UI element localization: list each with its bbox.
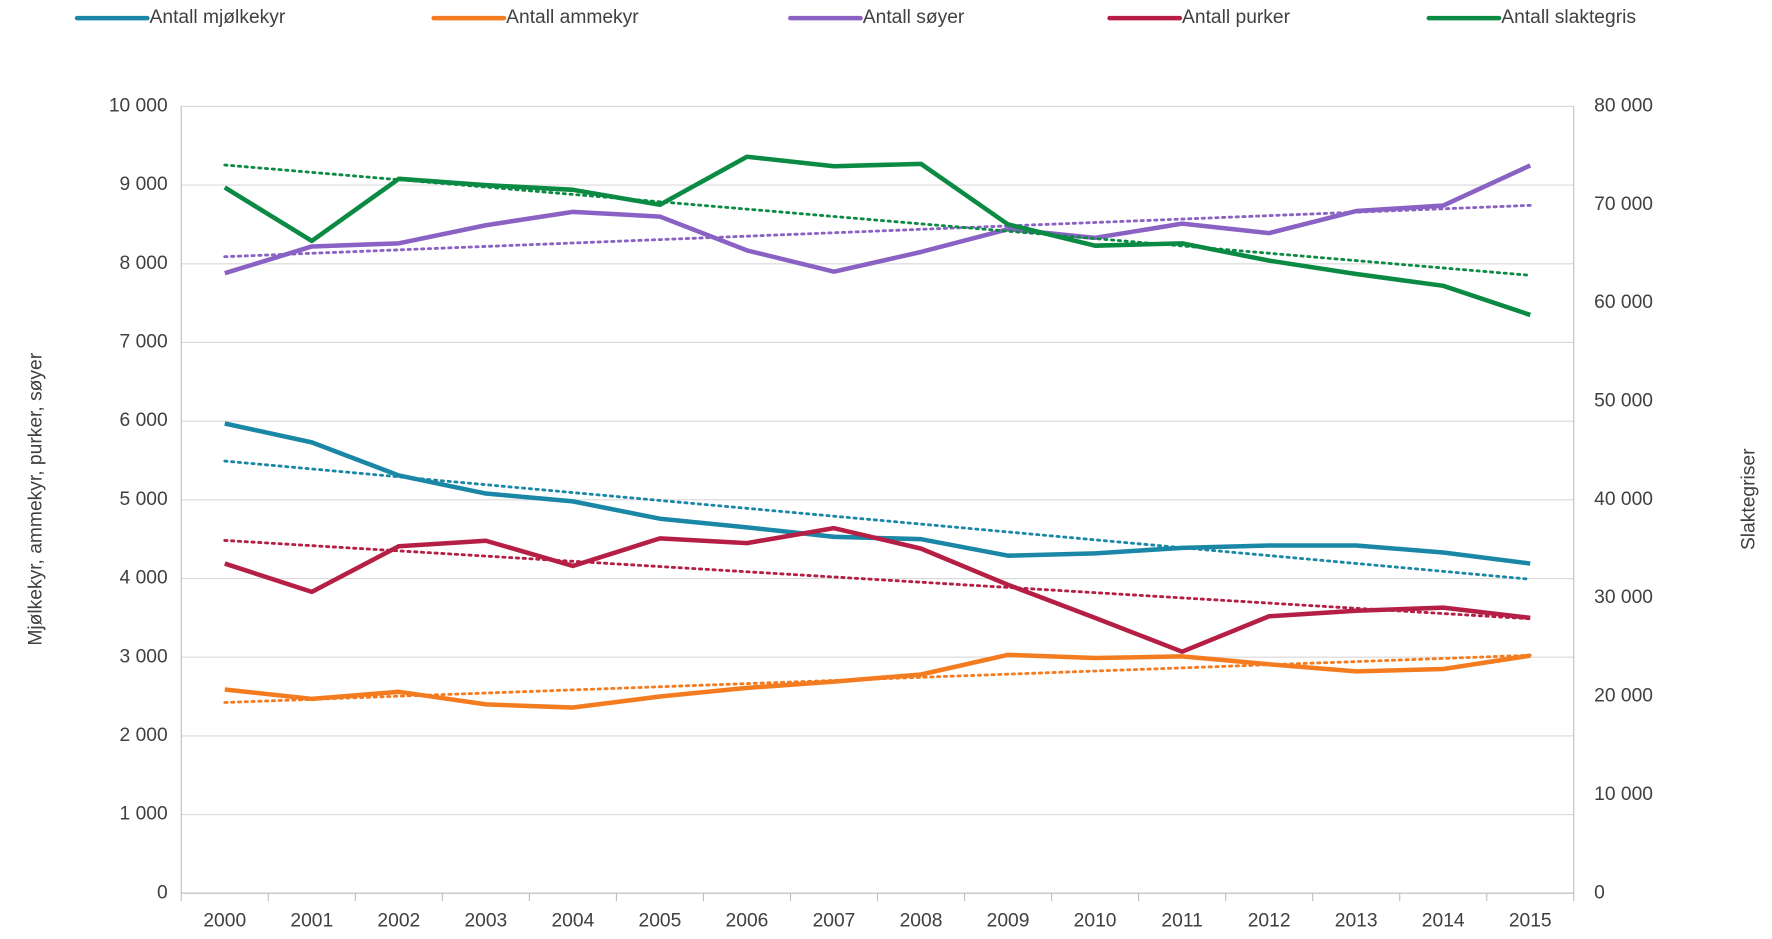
x-tick-label: 2015: [1509, 911, 1552, 932]
y2-tick-label: 10 000: [1594, 784, 1653, 805]
trendline: [223, 539, 1532, 621]
y-tick-label: 3 000: [120, 646, 168, 667]
x-tick-label: 2012: [1248, 911, 1291, 932]
x-tick-label: 2009: [987, 911, 1030, 932]
legend-label: Antall purker: [1182, 7, 1291, 28]
y-tick-label: 7 000: [120, 332, 168, 353]
x-tick-label: 2014: [1422, 911, 1465, 932]
y-tick-label: 9 000: [120, 174, 168, 195]
x-tick-label: 2007: [813, 911, 856, 932]
series-line: [224, 163, 1532, 276]
series-line: [223, 154, 1531, 318]
series-line: [224, 525, 1531, 654]
y2-tick-label: 20 000: [1594, 686, 1653, 707]
legend-label: Antall ammekyr: [506, 7, 639, 28]
x-tick-label: 2004: [551, 911, 594, 932]
y2-tick-label: 0: [1594, 882, 1605, 903]
y-tick-label: 2 000: [120, 725, 168, 746]
series-line: [224, 652, 1531, 710]
y-axis-title: Mjølkekyr, ammekyr, purker, søyer: [25, 352, 46, 645]
y-tick-label: 1 000: [120, 804, 168, 825]
y-tick-label: 6 000: [120, 410, 168, 431]
x-tick-label: 2010: [1074, 911, 1117, 932]
x-tick-label: 2011: [1161, 911, 1202, 932]
x-tick-label: 2000: [203, 911, 246, 932]
y-tick-label: 0: [157, 882, 168, 903]
y2-tick-label: 70 000: [1594, 194, 1653, 215]
legend-label: Antall søyer: [863, 7, 965, 28]
y2-tick-label: 30 000: [1594, 587, 1653, 608]
x-tick-label: 2013: [1335, 911, 1378, 932]
legend-label: Antall mjølkekyr: [150, 7, 286, 28]
x-tick-label: 2001: [290, 911, 333, 932]
x-tick-label: 2002: [377, 911, 420, 932]
x-tick-label: 2006: [726, 911, 769, 932]
y-tick-label: 10 000: [109, 95, 168, 116]
y-tick-label: 8 000: [120, 253, 168, 274]
series-line: [224, 421, 1531, 566]
y2-tick-label: 80 000: [1594, 95, 1653, 116]
y-tick-label: 5 000: [120, 489, 168, 510]
trendline: [223, 459, 1532, 581]
x-tick-label: 2003: [464, 911, 507, 932]
y2-tick-label: 40 000: [1594, 489, 1653, 510]
legend-label: Antall slaktegris: [1501, 7, 1636, 28]
x-tick-label: 2008: [900, 911, 943, 932]
trendline: [223, 203, 1532, 259]
y2-tick-label: 50 000: [1594, 391, 1653, 412]
x-tick-label: 2005: [639, 911, 682, 932]
y2-tick-label: 60 000: [1594, 292, 1653, 313]
y-tick-label: 4 000: [120, 568, 168, 589]
y2-axis-title: Slaktegriser: [1738, 448, 1759, 550]
